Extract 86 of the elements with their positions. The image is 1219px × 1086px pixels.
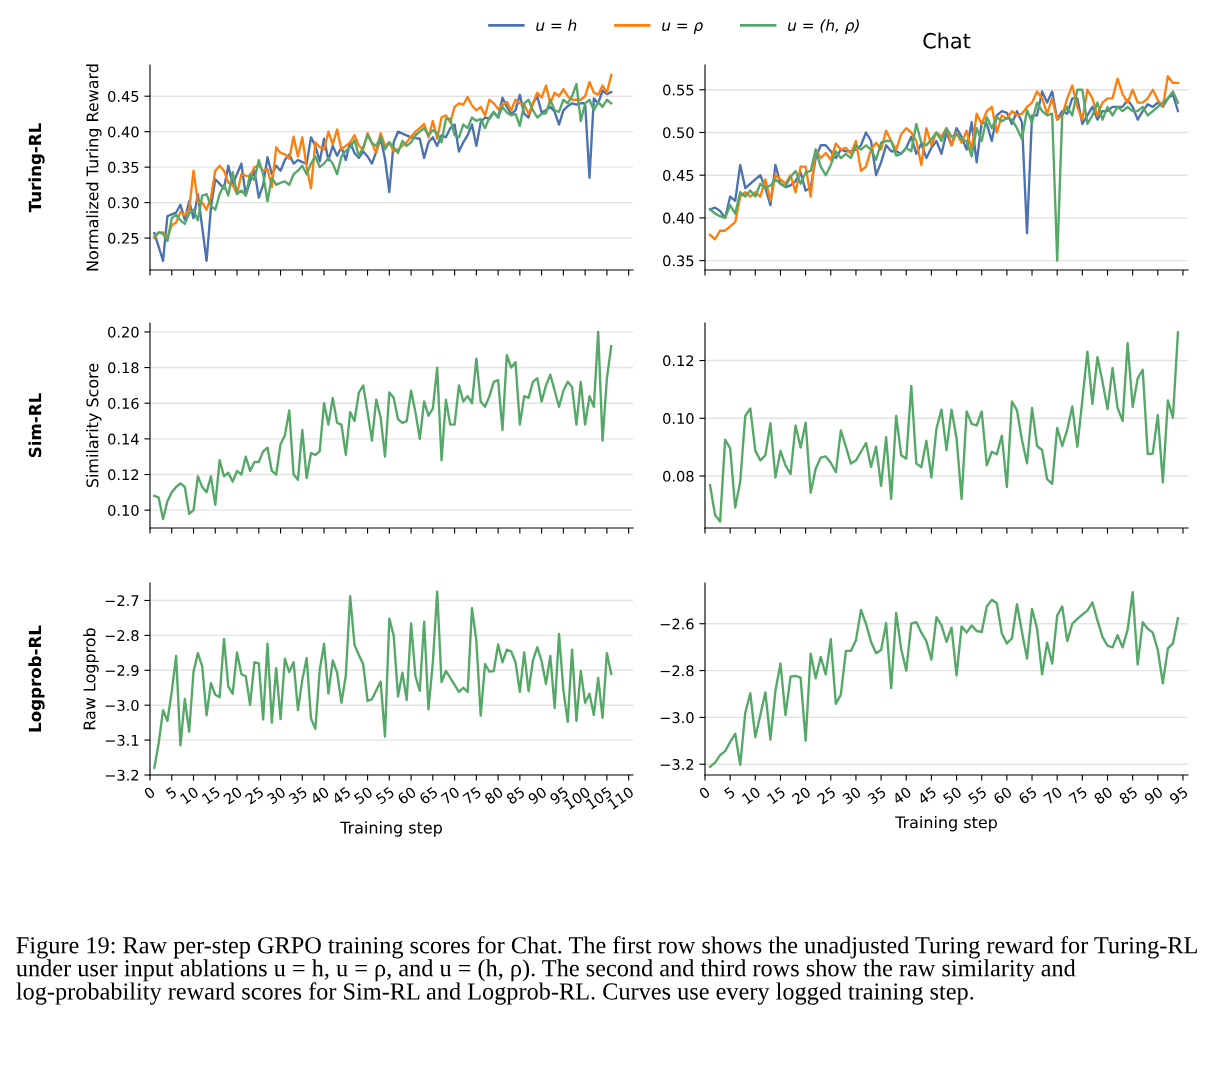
x-tick-label: 65 [1017, 786, 1038, 805]
y-tick-label: 0.30 [108, 197, 139, 209]
x-tick-label: 50 [353, 786, 374, 805]
chart-title: Chat [923, 32, 971, 49]
x-tick-label: 0 [143, 786, 156, 800]
x-tick-label: 5 [165, 786, 178, 800]
y-tick-label: 0.25 [108, 232, 139, 244]
x-tick-label: 45 [917, 786, 937, 805]
legend-label: u = h [536, 19, 577, 32]
y-tick-label: 0.10 [108, 504, 139, 516]
x-tick-label: 45 [331, 786, 352, 805]
x-tick-label: 25 [244, 786, 265, 805]
y-axis-title: Normalized Turing Reward [86, 64, 102, 271]
y-tick-label: −2.8 [660, 665, 694, 677]
x-tick-label: 60 [396, 786, 417, 805]
y-axis-title: Raw Logprob [83, 628, 99, 730]
y-tick-label: −3.0 [660, 712, 694, 724]
y-tick-label: 0.16 [108, 397, 139, 409]
y-tick-label: 0.50 [663, 127, 694, 139]
line-series [153, 590, 613, 769]
line-series [708, 88, 1180, 262]
x-tick-label: 40 [891, 786, 912, 805]
y-tick-label: 0.12 [108, 469, 139, 481]
line-series [708, 331, 1180, 523]
x-tick-label: 80 [483, 786, 504, 805]
caption: Figure 19: Raw per-step GRPO training scores for Chat. The first row shows the unadjusted Turing reward for Turing-RL under user input ablations u = h, u = ρ, and u = (h, ρ). The second and third rows show the raw similarity and log-probability reward scores for Sim-RL and Logprob-RL. Curves use every logged training step. [16, 936, 1197, 1005]
x-tick-label: 70 [1043, 786, 1063, 805]
y-tick-label: 0.45 [108, 90, 139, 102]
y-tick-label: 0.14 [108, 433, 139, 445]
legend-label: u = (h, ρ) [788, 19, 859, 34]
x-tick-label: 50 [942, 786, 963, 805]
y-tick-label: 0.10 [663, 413, 694, 425]
x-tick-label: 15 [766, 786, 786, 805]
y-tick-label: −3.1 [105, 734, 139, 746]
x-tick-label: 30 [841, 786, 862, 805]
legend-label: u = ρ [662, 22, 703, 34]
y-tick-label: −2.9 [105, 664, 139, 677]
x-tick-label: 10 [741, 786, 761, 805]
x-axis-title: Training step [895, 815, 997, 832]
x-tick-label: 85 [505, 786, 526, 805]
y-tick-label: 0.40 [108, 126, 139, 138]
x-tick-label: 10 [179, 786, 200, 805]
y-tick-label: 0.35 [663, 255, 694, 267]
text: Logprob-RL [28, 625, 45, 732]
x-tick-label: 95 [1168, 786, 1189, 805]
x-tick-label: 70 [440, 786, 461, 805]
y-tick-label: 0.18 [108, 362, 139, 374]
x-tick-label: 35 [866, 786, 887, 805]
y-tick-label: 0.08 [663, 470, 694, 482]
y-tick-label: −3.2 [660, 758, 694, 770]
y-tick-label: 0.20 [108, 326, 139, 338]
x-tick-label: 5 [723, 786, 736, 800]
y-tick-label: −2.6 [660, 618, 694, 630]
y-tick-label: 0.35 [108, 161, 139, 173]
text: Turing-RL [28, 123, 45, 213]
x-tick-label: 65 [418, 786, 439, 805]
line-series [153, 330, 613, 521]
x-tick-label: 30 [266, 786, 287, 805]
x-tick-label: 40 [309, 786, 330, 805]
line-series [708, 590, 1180, 768]
x-tick-label: 85 [1118, 786, 1139, 805]
x-tick-label: 20 [222, 786, 243, 805]
x-tick-label: 90 [1143, 786, 1164, 805]
x-tick-label: 55 [967, 786, 988, 805]
y-tick-label: −2.8 [105, 630, 139, 642]
x-tick-label: 0 [698, 786, 711, 800]
x-tick-label: 25 [816, 786, 837, 805]
x-tick-label: 55 [375, 786, 395, 805]
y-tick-label: 0.45 [663, 169, 694, 181]
y-tick-label: 0.12 [663, 355, 694, 367]
x-axis-title: Training step [340, 821, 442, 837]
y-tick-label: −2.7 [105, 595, 139, 606]
x-tick-label: 60 [992, 786, 1013, 805]
y-tick-label: −3.0 [105, 699, 139, 711]
x-tick-label: 35 [288, 786, 308, 805]
y-tick-label: 0.55 [663, 84, 694, 96]
x-tick-label: 90 [527, 786, 548, 805]
x-tick-label: 75 [462, 786, 482, 805]
y-tick-label: 0.40 [663, 212, 694, 224]
x-tick-label: 75 [1068, 786, 1088, 805]
x-tick-label: 15 [201, 786, 221, 805]
y-axis-title: Similarity Score [86, 363, 102, 488]
x-tick-label: 80 [1093, 786, 1114, 805]
x-tick-label: 20 [791, 786, 812, 805]
y-tick-label: −3.2 [105, 769, 139, 781]
text: Sim-RL [28, 393, 42, 458]
